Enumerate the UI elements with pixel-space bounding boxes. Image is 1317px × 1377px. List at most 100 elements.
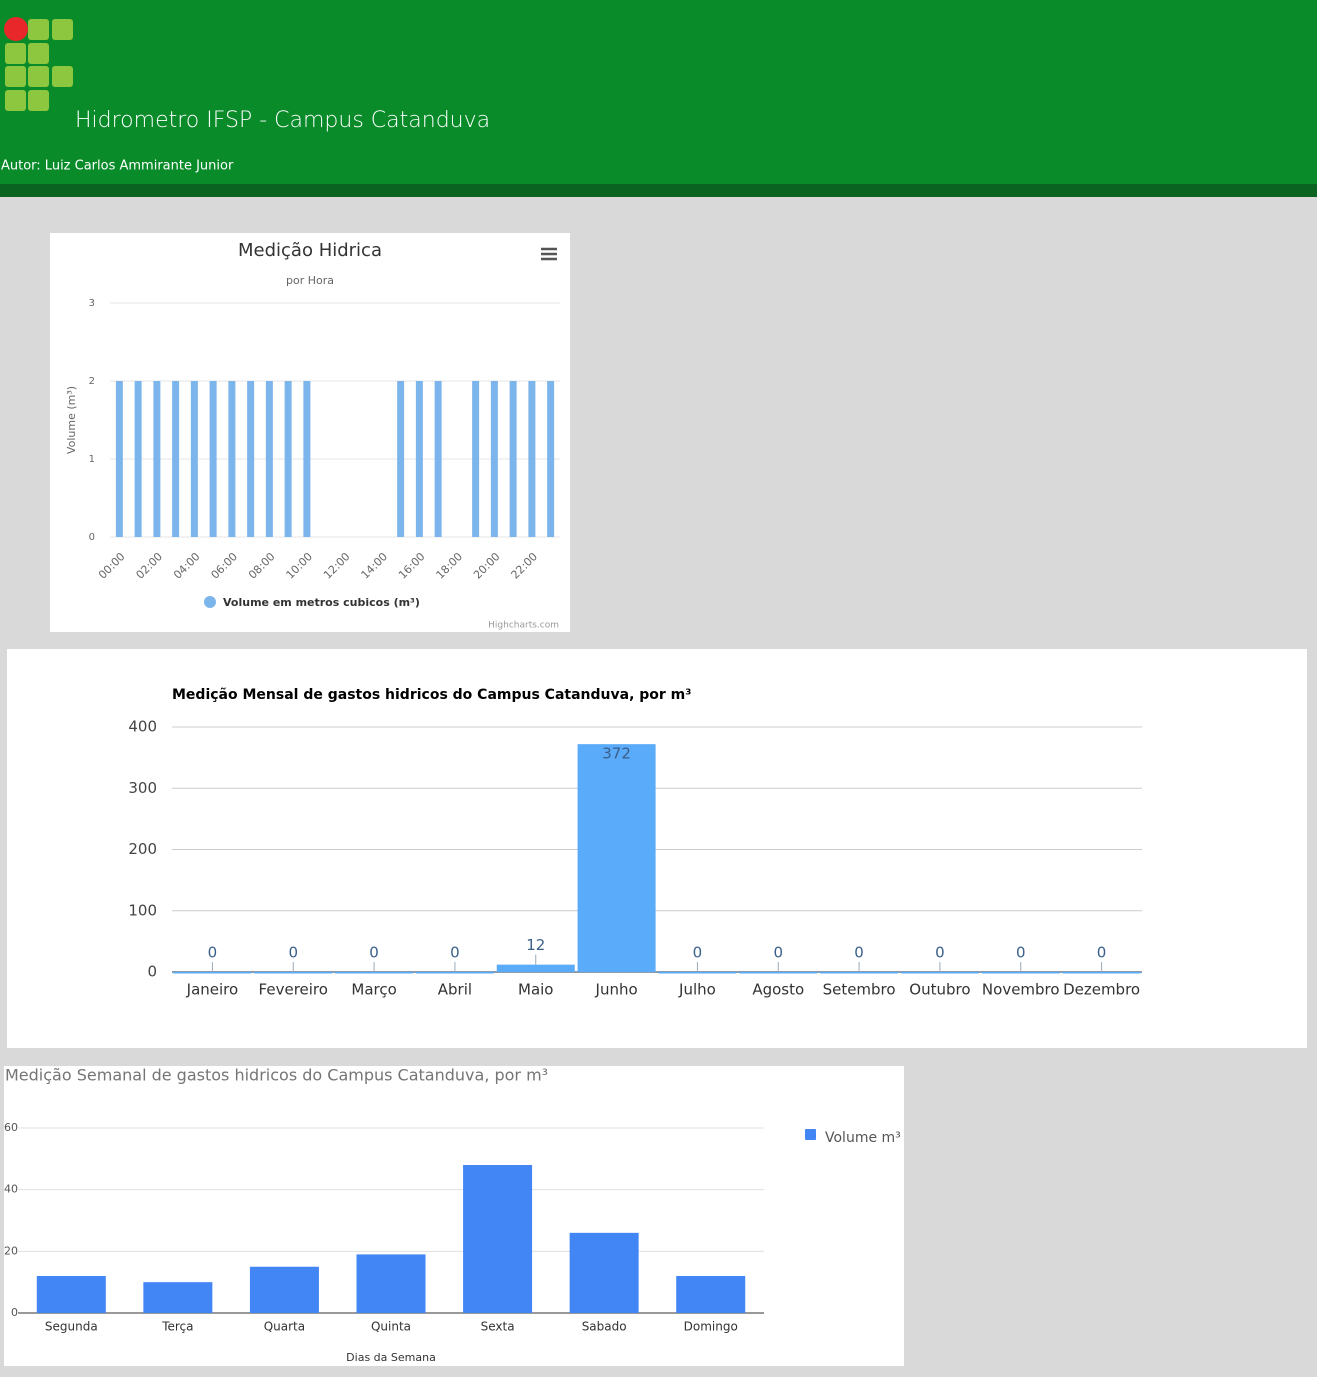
bar [472,381,480,537]
chart-panel [4,1066,904,1366]
data-label: 0 [1097,944,1107,962]
y-tick-label: 3 [89,298,95,309]
bar [209,381,217,537]
bar [415,381,423,537]
header-strip [0,184,1317,197]
x-tick-label: Março [351,981,396,999]
legend-marker [805,1129,816,1140]
bar [496,964,575,972]
y-tick-label: 60 [4,1121,18,1134]
bar [190,381,198,537]
x-tick-label: Outubro [909,981,970,999]
bar [415,972,494,974]
bar [228,381,236,537]
data-label: 0 [693,944,703,962]
x-tick-label: Segunda [45,1320,98,1334]
bar [247,381,255,537]
x-tick-label: Quarta [264,1320,305,1334]
bar [490,381,498,537]
bar [528,381,536,537]
y-axis-label: Volume (m³) [65,386,78,454]
bar [569,1232,639,1313]
bar [143,1282,213,1313]
data-label: 372 [602,745,631,763]
x-tick-label: Domingo [684,1320,738,1334]
legend-label: Volume em metros cubicos (m³) [223,596,420,609]
bar [739,972,818,974]
x-tick-label: Agosto [752,981,804,999]
x-tick-label: Julho [678,981,716,999]
y-tick-label: 0 [89,532,95,543]
bar [658,972,737,974]
logo [4,17,73,111]
bar [676,1276,746,1313]
y-tick-label: 200 [128,840,157,858]
data-label: 0 [288,944,298,962]
bar [356,1254,426,1313]
data-label: 0 [369,944,379,962]
bar [1062,972,1141,974]
y-tick-label: 40 [4,1183,18,1196]
bar [172,381,180,537]
bar [254,972,333,974]
x-tick-label: Terça [161,1320,193,1334]
y-tick-label: 0 [11,1306,18,1319]
bar [115,381,123,537]
bar [303,381,311,537]
data-label: 0 [935,944,945,962]
header-author: Autor: Luiz Carlos Ammirante Junior [1,159,234,174]
header [0,0,1317,184]
bar [547,381,555,537]
y-tick-label: 20 [4,1244,18,1257]
x-tick-label: Junho [595,981,638,999]
x-tick-label: Quinta [371,1320,411,1334]
bar [463,1165,533,1313]
x-axis-label: Dias da Semana [346,1351,436,1364]
bar [173,972,252,974]
x-tick-label: Dezembro [1063,981,1140,999]
bar [265,381,273,537]
chart-title: Medição Semanal de gastos hidricos do Ca… [5,1066,548,1085]
y-tick-label: 0 [147,963,157,981]
bar [900,972,979,974]
bar [397,381,405,537]
x-tick-label: Sexta [481,1320,515,1334]
x-tick-label: Novembro [982,981,1060,999]
data-label: 12 [526,936,545,954]
y-tick-label: 2 [89,376,95,387]
x-tick-label: Fevereiro [259,981,328,999]
bar [335,972,414,974]
x-tick-label: Setembro [823,981,896,999]
chart-subtitle: por Hora [286,274,334,287]
data-label: 0 [854,944,864,962]
chart-panel [7,649,1307,1048]
chart-title: Medição Hidrica [238,240,382,261]
bar [509,381,517,537]
bar [981,972,1060,974]
legend-label: Volume m³ [825,1130,901,1146]
menu-icon[interactable] [541,247,557,261]
bar [577,744,656,972]
bar [820,972,899,974]
credit: Highcharts.com [488,621,559,631]
x-tick-label: Janeiro [186,981,239,999]
bar [36,1276,106,1313]
y-tick-label: 100 [128,901,157,919]
legend-marker [204,596,216,608]
bar [284,381,292,537]
data-label: 0 [208,944,218,962]
y-tick-label: 300 [128,779,157,797]
y-tick-label: 1 [89,454,95,465]
x-tick-label: Maio [518,981,553,999]
data-label: 0 [450,944,460,962]
data-label: 0 [1016,944,1026,962]
bar [434,381,442,537]
x-tick-label: Abril [438,981,472,999]
bar [153,381,161,537]
chart-title: Medição Mensal de gastos hidricos do Cam… [172,687,691,703]
y-tick-label: 400 [128,718,157,736]
data-label: 0 [773,944,783,962]
bar [249,1266,319,1313]
